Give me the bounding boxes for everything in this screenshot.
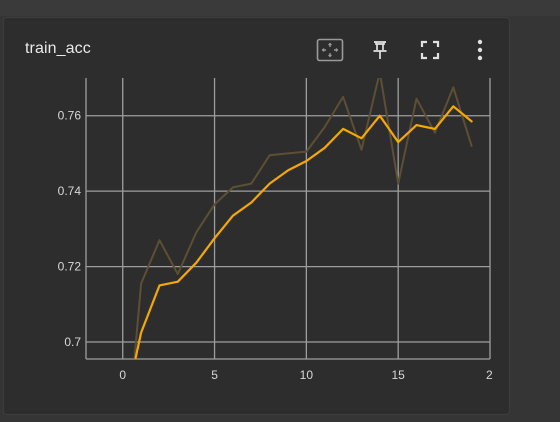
line-chart[interactable]: 0.7 0.72 0.74 0.76 0 5 10 15 2 <box>4 18 511 416</box>
series-line-smoothed <box>134 105 473 359</box>
series-line-raw <box>133 78 473 359</box>
tick-labels: 0.7 0.72 0.74 0.76 0 5 10 15 2 <box>58 109 493 382</box>
fit-domain-button[interactable] <box>316 36 344 64</box>
y-tick-label: 0.72 <box>58 260 82 274</box>
x-tick-label: 0 <box>119 368 126 382</box>
fullscreen-icon <box>420 40 440 60</box>
scalar-card: train_acc 0.7 0.72 0.74 0. <box>3 17 510 415</box>
fullscreen-button[interactable] <box>416 36 444 64</box>
x-tick-label: 15 <box>392 368 406 382</box>
top-strip <box>0 0 560 16</box>
card-title: train_acc <box>25 40 91 57</box>
x-tick-label: 10 <box>300 368 314 382</box>
x-tick-label: 5 <box>211 368 218 382</box>
y-tick-label: 0.74 <box>58 184 82 198</box>
y-tick-label: 0.7 <box>64 335 81 349</box>
axes <box>85 78 491 360</box>
y-tick-label: 0.76 <box>58 109 82 123</box>
x-tick-label: 2 <box>486 368 493 382</box>
pin-icon <box>373 41 387 59</box>
more-vert-icon <box>477 39 483 61</box>
more-button[interactable] <box>466 36 494 64</box>
grid <box>86 78 490 359</box>
fit-to-data-icon <box>316 38 344 62</box>
pin-button[interactable] <box>366 36 394 64</box>
series-group <box>133 78 473 359</box>
